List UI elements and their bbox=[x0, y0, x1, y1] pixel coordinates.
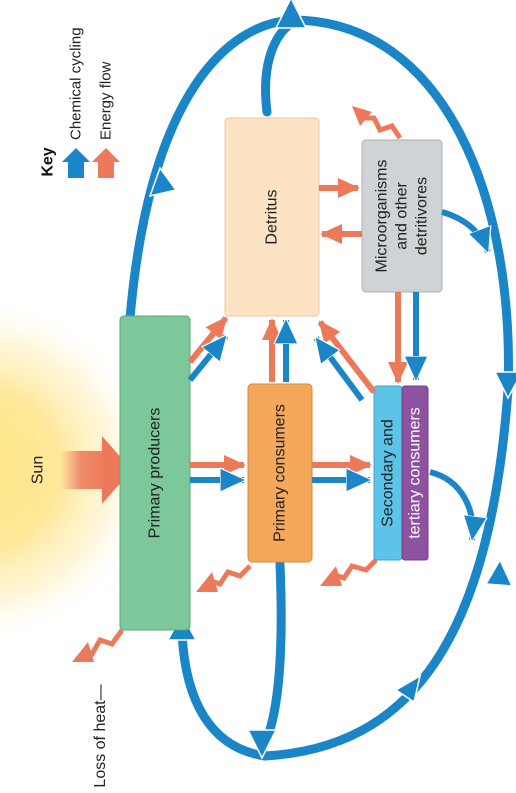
microorganisms-label: Microorganisms and other detritivores bbox=[374, 160, 431, 273]
legend: Key Chemical cycling Energy flow bbox=[40, 27, 120, 178]
detritus-box bbox=[224, 117, 320, 317]
primary-consumers-box bbox=[247, 383, 313, 563]
microorganisms-line-1: Microorganisms bbox=[374, 160, 391, 273]
legend-chemical-icon bbox=[62, 148, 90, 178]
tertiary-consumers-box bbox=[401, 385, 429, 561]
loss-of-heat-label: Loss of heat— bbox=[92, 684, 109, 787]
sun-label: Sun bbox=[30, 456, 47, 484]
primary-producers-label: Primary producers bbox=[147, 408, 164, 539]
primary-producers-box bbox=[119, 315, 191, 631]
energy-flow-arrows bbox=[187, 178, 408, 475]
heat-loss-arrowheads bbox=[72, 106, 372, 662]
microorganisms-line-2: and other bbox=[394, 182, 411, 250]
legend-title: Key bbox=[40, 147, 57, 176]
sunlight-arrow bbox=[60, 436, 132, 504]
legend-chemical-label: Chemical cycling bbox=[68, 27, 85, 140]
primary-consumers-label: Primary consumers bbox=[272, 404, 289, 542]
microorganisms-box bbox=[361, 139, 443, 293]
legend-energy-label: Energy flow bbox=[98, 61, 115, 140]
chemical-cycle-arrowheads bbox=[148, 0, 516, 760]
loss-of-heat-text: Loss of heat bbox=[92, 700, 109, 788]
detritus-label: Detritus bbox=[264, 189, 281, 244]
tertiary-label: tertiary consumers bbox=[407, 407, 424, 539]
chemical-cycle-loop bbox=[125, 15, 513, 761]
microorganisms-line-3: detritivores bbox=[414, 177, 431, 255]
chemical-flow-arrows bbox=[187, 209, 488, 540]
secondary-label: Secondary and bbox=[380, 419, 397, 527]
legend-energy-icon bbox=[92, 148, 120, 178]
